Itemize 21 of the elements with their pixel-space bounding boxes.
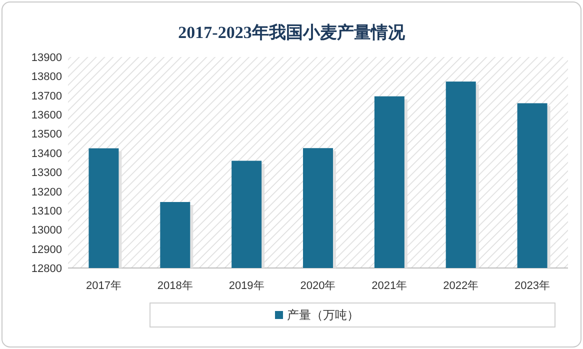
legend-label: 产量（万吨） bbox=[287, 308, 359, 322]
y-tick-label: 12800 bbox=[31, 263, 62, 275]
x-tick-label: 2023年 bbox=[514, 280, 550, 292]
x-tick-label: 2022年 bbox=[443, 280, 479, 292]
y-tick-label: 13200 bbox=[31, 186, 62, 198]
y-tick-label: 13300 bbox=[31, 167, 62, 180]
x-tick-label: 2019年 bbox=[228, 280, 264, 292]
y-tick-label: 13500 bbox=[31, 128, 62, 141]
x-tick-label: 2018年 bbox=[157, 280, 193, 292]
y-tick-label: 13700 bbox=[31, 90, 62, 102]
y-tick-label: 13900 bbox=[31, 52, 62, 64]
y-tick-label: 13800 bbox=[31, 71, 62, 84]
x-tick-label: 2020年 bbox=[300, 280, 336, 292]
chart-title: 2017-2023年我国小麦产量情况 bbox=[178, 23, 406, 42]
y-tick-label: 13600 bbox=[31, 110, 62, 122]
y-tick-label: 13000 bbox=[31, 224, 62, 237]
y-tick-label: 13100 bbox=[31, 205, 62, 218]
y-tick-label: 12900 bbox=[31, 244, 62, 256]
x-tick-label: 2021年 bbox=[372, 280, 408, 292]
y-tick-label: 13400 bbox=[31, 148, 62, 160]
x-tick-label: 2017年 bbox=[86, 280, 122, 292]
